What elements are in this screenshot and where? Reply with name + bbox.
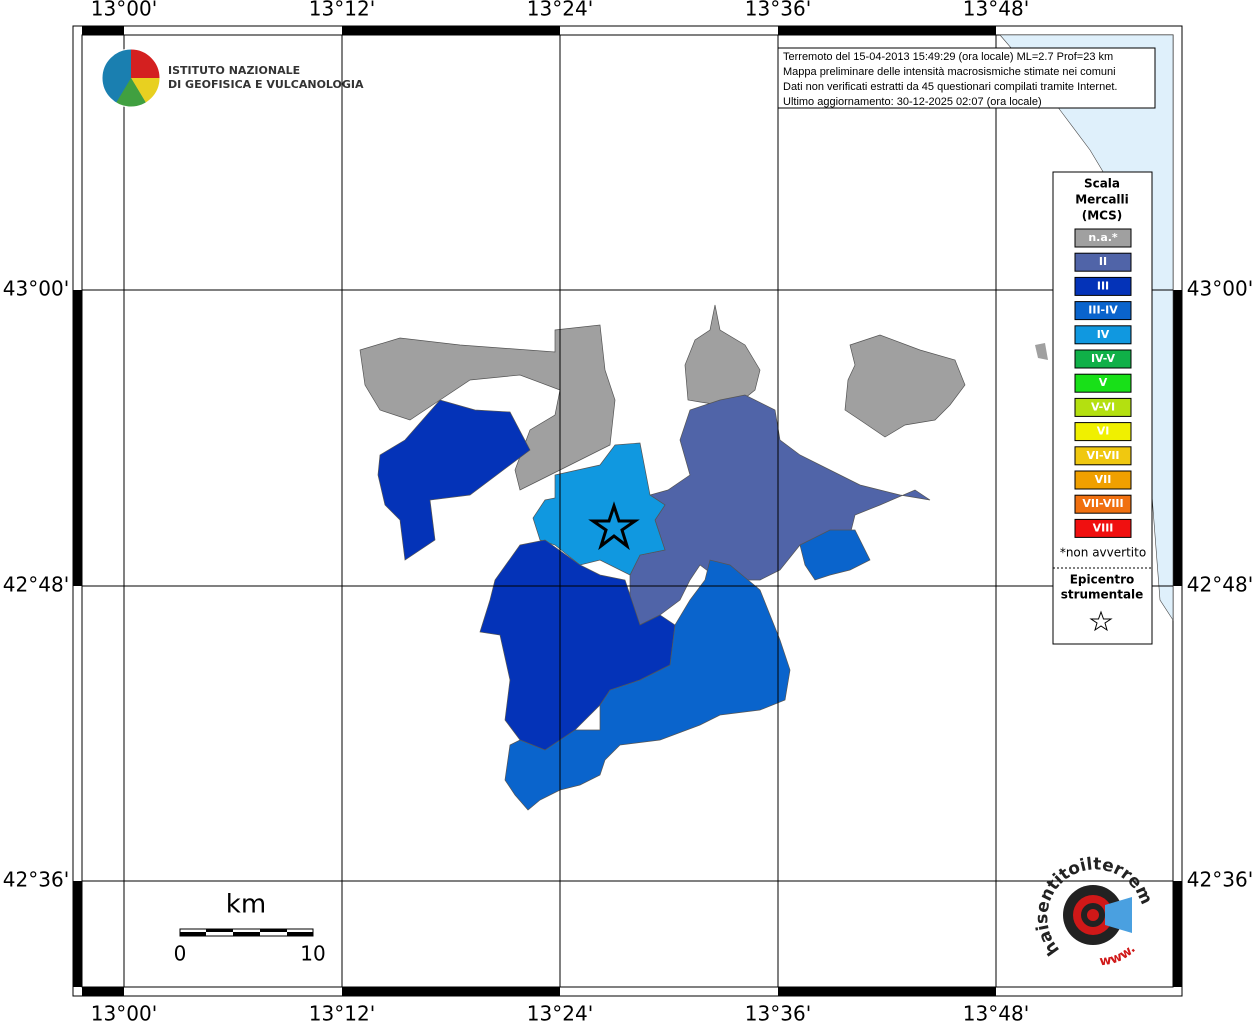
legend-swatch	[1074, 301, 1132, 321]
legend-swatch	[1074, 228, 1132, 248]
legend-swatch	[1074, 276, 1132, 296]
legend-epicenter: strumentale	[1061, 588, 1144, 602]
lon-label: 13°36'	[745, 1002, 811, 1025]
scale-unit: km	[226, 890, 266, 920]
lon-label: 13°48'	[963, 1002, 1029, 1025]
legend-title: Scala	[1084, 177, 1120, 191]
graticule	[82, 35, 1173, 987]
legend: ScalaMercalli(MCS)n.a.*IIIIIIII-IVIVIV-V…	[1060, 177, 1146, 602]
legend-swatch	[1074, 422, 1132, 442]
legend-label: IV	[1097, 328, 1110, 341]
legend-label: VIII	[1093, 521, 1114, 534]
legend-epicenter: Epicentro	[1070, 573, 1135, 587]
legend-swatch	[1074, 494, 1132, 514]
legend-label: VI-VII	[1086, 449, 1119, 462]
frame-ticks	[73, 26, 1182, 996]
lat-label: 43°00'	[1187, 277, 1253, 301]
lon-label: 13°48'	[963, 0, 1029, 21]
epicenter	[588, 501, 640, 551]
legend-swatch	[1074, 325, 1132, 345]
lon-label: 13°00'	[91, 0, 157, 21]
legend-label: IV-V	[1091, 352, 1116, 365]
legend-swatch	[1074, 252, 1132, 272]
legend-swatch	[1074, 349, 1132, 369]
info-line: Ultimo aggiornamento: 30-12-2025 02:07 (…	[783, 96, 1042, 108]
legend-swatch	[1074, 518, 1132, 538]
scale-bar: km 0 10	[174, 890, 326, 966]
scale-label: 0	[174, 942, 187, 966]
ingv-logo: ISTITUTO NAZIONALE DI GEOFISICA E VULCAN…	[101, 48, 364, 108]
scale-label: 10	[300, 942, 325, 966]
lon-label: 13°12'	[309, 0, 375, 21]
lat-label: 43°00'	[3, 277, 69, 301]
lat-label: 42°48'	[1187, 573, 1253, 597]
legend-label: III	[1097, 279, 1109, 292]
legend-label: III-IV	[1088, 304, 1118, 317]
legend-label: VI	[1097, 425, 1110, 438]
lon-label: 13°36'	[745, 0, 811, 21]
legend-swatch	[1074, 397, 1132, 417]
info-line: Dati non verificati estratti da 45 quest…	[783, 81, 1117, 93]
axis-labels: 13°00' 13°12' 13°24' 13°36' 13°48' 13°00' 13°1…	[3, 0, 1253, 1026]
lon-label: 13°24'	[527, 1002, 593, 1025]
legend-label: VII	[1095, 473, 1112, 486]
municipalities	[359, 304, 966, 811]
lon-label: 13°24'	[527, 0, 593, 21]
legend-label: n.a.*	[1088, 231, 1118, 244]
info-box	[777, 47, 1156, 109]
lon-label: 13°12'	[309, 1002, 375, 1025]
info-lines: Terremoto del 15-04-2013 15:49:29 (ora l…	[783, 51, 1117, 108]
legend-label: II	[1099, 255, 1107, 268]
legend-note: *non avvertito	[1060, 546, 1146, 560]
legend-label: V-VI	[1091, 400, 1115, 413]
logo-text: DI GEOFISICA E VULCANOLOGIA	[168, 78, 364, 91]
lat-label: 42°36'	[1187, 868, 1253, 892]
logo-text: ISTITUTO NAZIONALE	[168, 64, 300, 77]
municipality	[1035, 343, 1048, 360]
info-line: Terremoto del 15-04-2013 15:49:29 (ora l…	[783, 51, 1113, 63]
legend-title: Mercalli	[1075, 193, 1129, 207]
lon-label: 13°00'	[91, 1002, 157, 1025]
info-line: Mappa preliminare delle intensità macros…	[783, 66, 1116, 78]
lat-label: 42°36'	[3, 868, 69, 892]
legend-label: V	[1099, 376, 1108, 389]
legend-swatch	[1074, 446, 1132, 466]
legend-label: VII-VIII	[1082, 497, 1123, 510]
lat-label: 42°48'	[3, 573, 69, 597]
legend-swatch	[1074, 470, 1132, 490]
legend-swatch	[1074, 373, 1132, 393]
legend-title: (MCS)	[1082, 209, 1123, 223]
legend-star	[1089, 610, 1113, 632]
